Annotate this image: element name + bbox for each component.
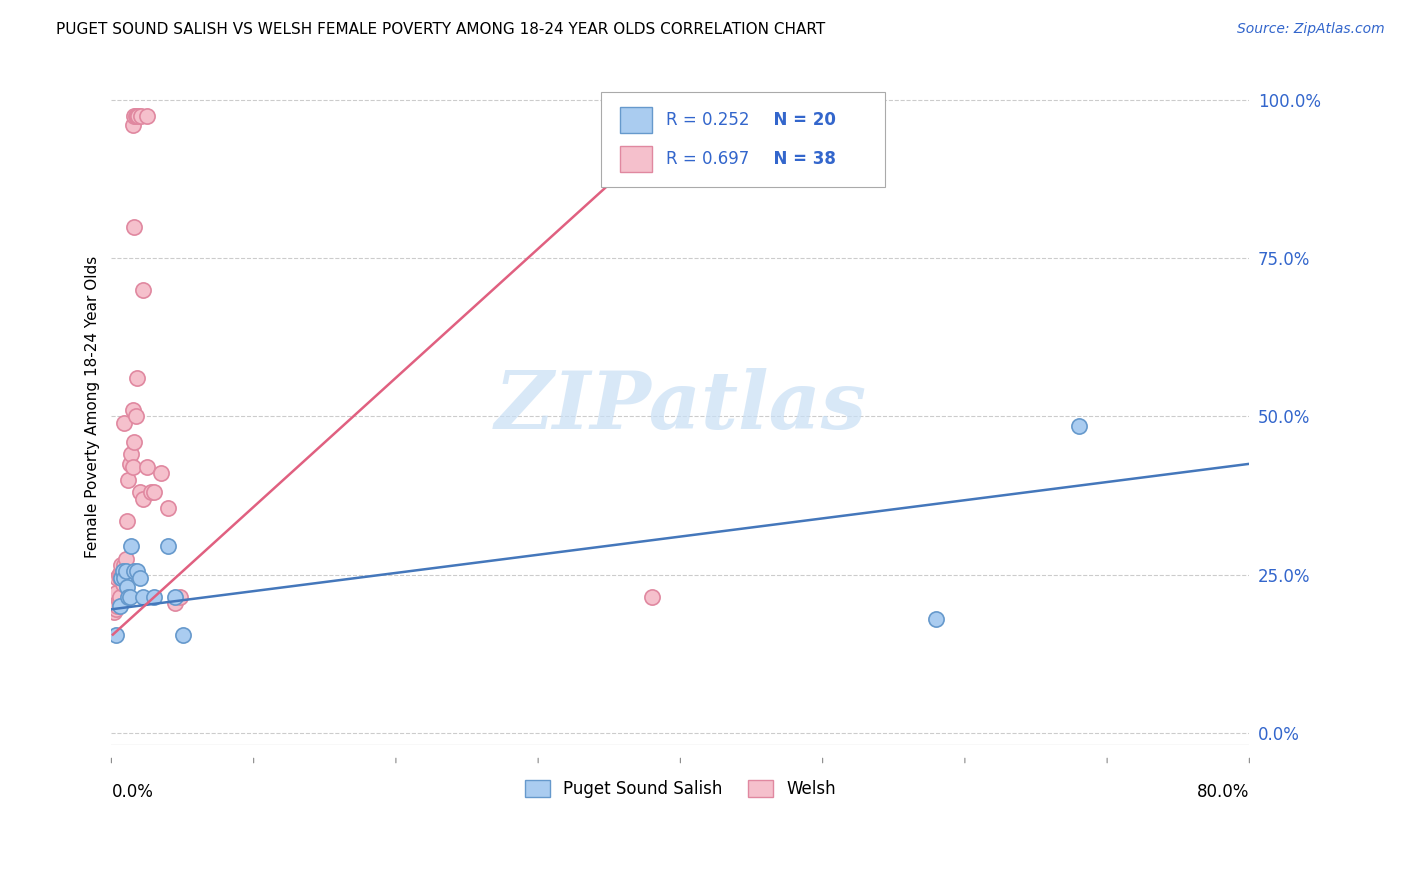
Point (112, 416, 135, 430)
Text: R = 0.252: R = 0.252 (665, 112, 749, 129)
Point (103, 596, 125, 610)
Text: ZIPatlas: ZIPatlas (495, 368, 866, 446)
Point (120, 539, 142, 553)
Point (125, 565, 148, 579)
Point (128, 485, 150, 500)
Point (112, 571, 135, 585)
Point (121, 460, 143, 475)
FancyBboxPatch shape (620, 146, 652, 172)
Point (110, 558, 132, 572)
FancyBboxPatch shape (600, 92, 886, 187)
Point (122, 434, 145, 449)
Point (169, 590, 191, 604)
Point (165, 596, 187, 610)
Text: N = 20: N = 20 (762, 112, 837, 129)
Point (112, 558, 135, 572)
FancyBboxPatch shape (620, 107, 652, 133)
Point (117, 590, 139, 604)
Point (131, 491, 153, 506)
Point (104, 627, 127, 641)
Point (125, 109, 148, 123)
Point (121, 119, 143, 133)
Point (122, 109, 145, 123)
Point (925, 612, 948, 626)
Point (136, 460, 159, 475)
Text: Source: ZipAtlas.com: Source: ZipAtlas.com (1237, 22, 1385, 37)
Point (157, 501, 180, 516)
Point (641, 590, 664, 604)
Point (105, 571, 128, 585)
Point (172, 627, 194, 641)
Text: 0.0%: 0.0% (111, 782, 153, 800)
Point (115, 514, 138, 528)
Point (121, 403, 143, 417)
Point (105, 599, 128, 614)
Point (125, 371, 148, 385)
Point (143, 590, 166, 604)
Point (110, 565, 132, 579)
Point (150, 467, 173, 481)
Y-axis label: Female Poverty Among 18-24 Year Olds: Female Poverty Among 18-24 Year Olds (86, 256, 100, 558)
Point (104, 602, 127, 616)
Point (129, 109, 152, 123)
Point (110, 571, 132, 585)
Point (108, 599, 131, 614)
Point (117, 473, 139, 487)
Point (114, 571, 136, 585)
Point (118, 590, 141, 604)
Point (108, 571, 131, 585)
Point (107, 592, 129, 607)
Point (111, 565, 134, 579)
Point (165, 590, 187, 604)
Point (114, 565, 136, 579)
Point (104, 586, 127, 600)
Point (128, 571, 150, 585)
Point (131, 590, 153, 604)
Point (127, 109, 149, 123)
Legend: Puget Sound Salish, Welsh: Puget Sound Salish, Welsh (519, 773, 842, 805)
Point (122, 219, 145, 234)
Text: R = 0.697: R = 0.697 (665, 150, 749, 168)
Point (108, 590, 131, 604)
Point (1067, 418, 1090, 433)
Point (114, 551, 136, 566)
Point (111, 577, 134, 591)
Point (157, 539, 180, 553)
Point (101, 602, 124, 616)
Point (124, 109, 146, 123)
Point (118, 457, 141, 471)
Point (107, 567, 129, 582)
Point (122, 565, 145, 579)
Point (136, 109, 159, 123)
Point (143, 485, 166, 500)
Point (120, 447, 142, 461)
Text: 80.0%: 80.0% (1197, 782, 1250, 800)
Point (124, 409, 146, 424)
Point (103, 606, 125, 620)
Point (131, 283, 153, 297)
Point (141, 485, 163, 500)
Text: N = 38: N = 38 (762, 150, 837, 168)
Point (115, 580, 138, 594)
Text: PUGET SOUND SALISH VS WELSH FEMALE POVERTY AMONG 18-24 YEAR OLDS CORRELATION CHA: PUGET SOUND SALISH VS WELSH FEMALE POVER… (56, 22, 825, 37)
Point (101, 596, 124, 610)
